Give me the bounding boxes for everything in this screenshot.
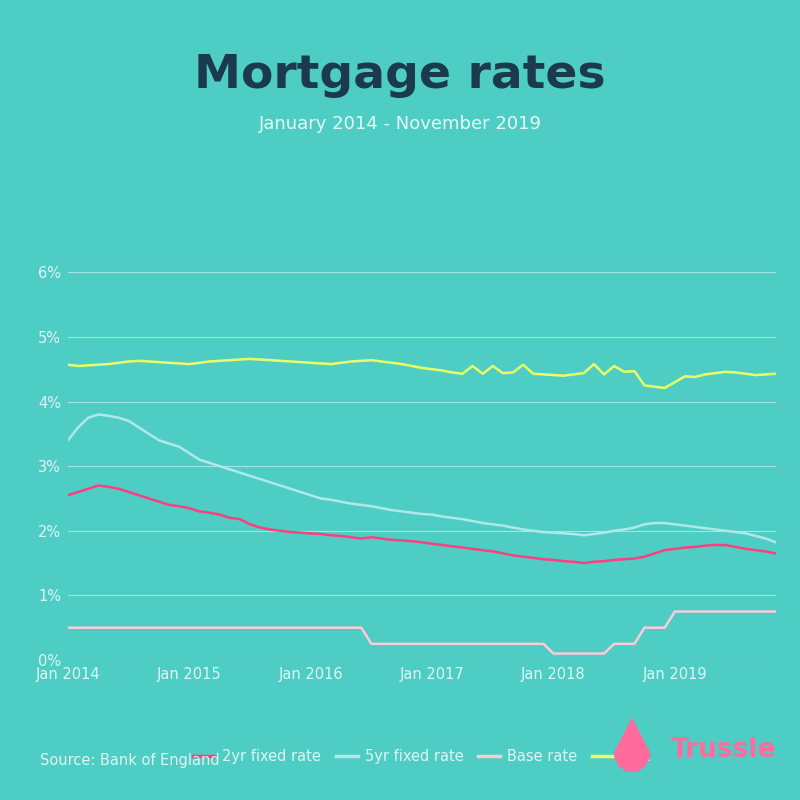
Polygon shape [614, 752, 650, 771]
Text: January 2014 - November 2019: January 2014 - November 2019 [258, 115, 542, 133]
Legend: 2yr fixed rate, 5yr fixed rate, Base rate, SVR: 2yr fixed rate, 5yr fixed rate, Base rat… [187, 744, 657, 770]
Text: Trussle: Trussle [670, 738, 776, 763]
Text: Mortgage rates: Mortgage rates [194, 54, 606, 98]
Polygon shape [614, 718, 650, 752]
Text: Source: Bank of England: Source: Bank of England [40, 753, 220, 767]
